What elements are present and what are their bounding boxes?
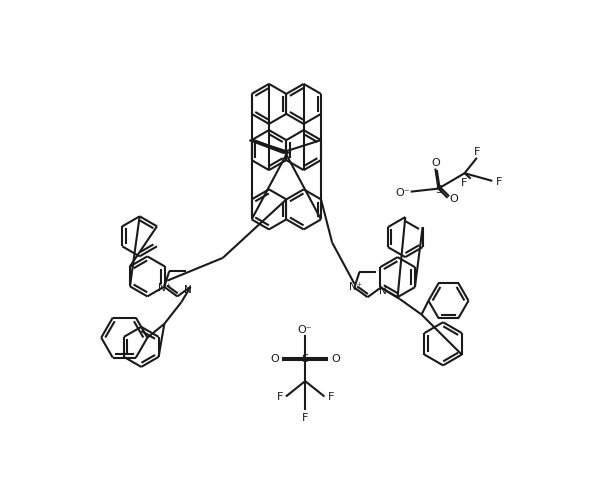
Text: O: O (332, 353, 340, 363)
Text: O: O (431, 158, 439, 168)
Text: S: S (302, 353, 308, 363)
Text: N⁺: N⁺ (157, 282, 171, 292)
Text: F: F (461, 178, 467, 188)
Text: O: O (270, 353, 278, 363)
Text: O: O (449, 193, 458, 203)
Text: N: N (379, 286, 387, 295)
Text: S: S (435, 184, 442, 194)
Text: F: F (496, 176, 502, 186)
Text: F: F (277, 392, 283, 402)
Text: N: N (184, 285, 192, 295)
Text: O⁻: O⁻ (395, 187, 410, 197)
Text: O⁻: O⁻ (298, 324, 313, 334)
Text: N⁺: N⁺ (349, 282, 362, 292)
Text: F: F (474, 147, 480, 156)
Text: F: F (327, 392, 334, 402)
Text: F: F (302, 412, 308, 422)
